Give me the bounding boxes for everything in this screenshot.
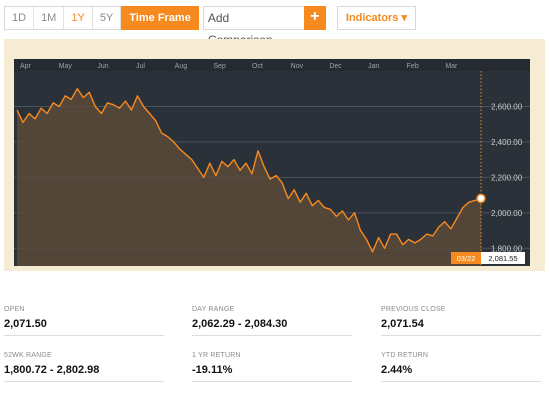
cursor-value-label: 2,081.55 [488,254,517,263]
period-button-1d[interactable]: 1D [5,7,35,29]
y-tick-label: 1,800.00 [491,244,523,253]
stat-open: OPEN 2,071.50 [4,306,164,336]
chart-panel: Apr May Jun Jul Aug Sep Oct Nov Dec Jan Feb Mar 1,80… [4,39,545,271]
stat-value: 2,062.29 - 2,084.30 [192,318,288,330]
month-tick-label: Jun [97,63,108,70]
stat-value: 2,071.50 [4,318,47,330]
series-line [16,88,482,253]
month-tick-label: Nov [291,63,304,70]
y-tick-label: 2,600.00 [491,102,523,111]
y-tick-label: 2,200.00 [491,173,523,182]
period-button-5y[interactable]: 5Y [93,7,122,29]
stat-value: 2,071.54 [381,318,424,330]
stat-previous-close: PREVIOUS CLOSE 2,071.54 [381,306,541,336]
stat-value: 2.44% [381,364,413,376]
stat-ytd-return: YTD RETURN 2.44% [381,352,541,382]
add-comparison-button[interactable]: + [303,6,326,30]
series-area [17,88,481,266]
period-selector: 1D 1M 1Y 5Y Time Frame [4,6,199,30]
time-frame-button[interactable]: Time Frame [121,6,199,30]
stat-label: YTD RETURN [381,352,429,359]
cursor-date-label: 03/22 [457,254,476,263]
price-chart[interactable]: Apr May Jun Jul Aug Sep Oct Nov Dec Jan Feb Mar 1,80… [4,39,545,271]
divider [381,381,541,382]
month-tick-label: Jul [136,63,145,70]
month-tick-label: Apr [20,63,32,70]
divider [381,335,541,336]
cursor-marker [476,193,486,204]
stat-label: DAY RANGE [192,306,235,313]
month-tick-label: Mar [445,63,458,70]
month-tick-label: Jan [368,63,379,70]
divider [4,335,164,336]
stat-day-range: DAY RANGE 2,062.29 - 2,084.30 [192,306,352,336]
add-comparison-input[interactable]: Add Comparison [207,11,273,47]
month-tick-label: Feb [407,63,419,70]
month-axis-band [14,59,530,71]
cursor-value-badge [481,252,525,264]
stat-value: 1,800.72 - 2,802.98 [4,364,100,376]
indicators-dropdown[interactable]: Indicators ▾ [336,6,416,30]
period-button-1y[interactable]: 1Y [64,7,93,29]
stat-label: 52WK RANGE [4,352,52,359]
divider [192,335,352,336]
chart-toolbar: 1D 1M 1Y 5Y Time Frame Add Comparison + … [4,6,416,47]
stat-label: OPEN [4,306,25,313]
stat-label: PREVIOUS CLOSE [381,306,446,313]
stat-value: -19.11% [192,364,233,376]
period-button-1m[interactable]: 1M [34,7,65,29]
divider [192,381,352,382]
cursor-date-badge [451,252,481,264]
stat-1yr-return: 1 YR RETURN -19.11% [192,352,352,382]
month-tick-label: Dec [329,63,342,70]
month-tick-label: Aug [175,63,188,70]
add-comparison-control: Add Comparison + [202,6,326,47]
month-tick-label: Sep [213,63,226,70]
y-tick-label: 2,400.00 [491,138,523,147]
divider [4,381,164,382]
stat-label: 1 YR RETURN [192,352,241,359]
y-tick-label: 2,000.00 [491,209,523,218]
stat-52wk-range: 52WK RANGE 1,800.72 - 2,802.98 [4,352,164,382]
month-tick-label: May [59,63,73,70]
month-tick-label: Oct [252,63,263,70]
